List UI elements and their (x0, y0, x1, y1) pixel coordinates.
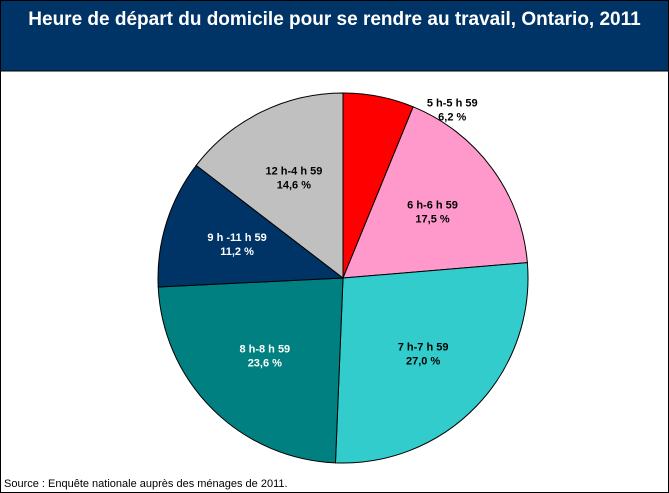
pie-slice (157, 277, 344, 464)
slice-value: 23,6 % (248, 358, 282, 370)
slice-label: 6 h-6 h 59 (407, 199, 458, 211)
slice-label: 12 h-4 h 59 (265, 165, 322, 177)
slice-value: 14,6 % (277, 179, 311, 191)
source-note: Source : Enquête nationale auprès des mé… (4, 478, 288, 490)
pie-slice (342, 106, 528, 279)
title-box: Heure de départ du domicile pour se rend… (28, 9, 641, 30)
slice-value: 11,2 % (220, 246, 254, 258)
slice-value: 17,5 % (415, 213, 449, 225)
chart-title: Heure de départ du domicile pour se rend… (28, 9, 641, 30)
slice-label: 9 h -11 h 59 (207, 232, 266, 244)
pie-slice (195, 92, 344, 280)
pie-slice (334, 262, 529, 464)
slice-label: 8 h-8 h 59 (239, 344, 290, 356)
slice-value: 27,0 % (406, 356, 440, 368)
slice-label: 7 h-7 h 59 (398, 342, 449, 354)
pie-slice (157, 164, 345, 288)
slice-value: 6,2 % (438, 112, 466, 124)
slice-label: 5 h-5 h 59 (427, 98, 478, 110)
title-band (1, 1, 668, 71)
